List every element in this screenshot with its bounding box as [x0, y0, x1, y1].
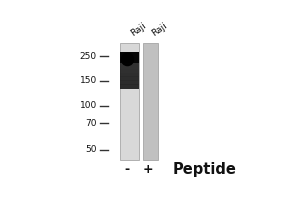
Text: 70: 70 [85, 119, 97, 128]
Bar [120, 52, 139, 63]
Text: Raji: Raji [129, 21, 148, 38]
Text: -: - [124, 163, 130, 176]
Bar [120, 80, 139, 85]
Text: +: + [142, 163, 153, 176]
Text: 250: 250 [80, 52, 97, 61]
Bar [120, 43, 139, 160]
Bar [120, 52, 139, 89]
Bar [143, 43, 158, 160]
Bar [120, 84, 139, 89]
Bar [120, 69, 139, 73]
Text: Raji: Raji [150, 21, 169, 38]
Text: 150: 150 [80, 76, 97, 85]
Bar [120, 52, 139, 61]
Text: 100: 100 [80, 101, 97, 110]
Text: Peptide: Peptide [173, 162, 237, 177]
Bar [120, 73, 139, 77]
Bar [120, 76, 139, 81]
Text: 50: 50 [85, 145, 97, 154]
Ellipse shape [122, 53, 134, 66]
